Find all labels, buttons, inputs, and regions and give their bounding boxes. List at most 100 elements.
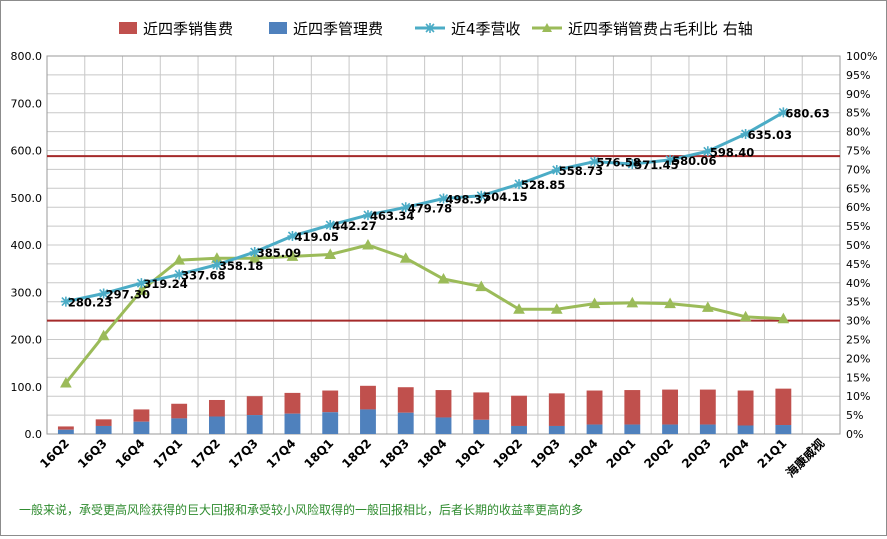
bar-sales bbox=[699, 389, 716, 425]
y2-tick-label: 55% bbox=[846, 220, 870, 233]
y2-tick-label: 85% bbox=[846, 107, 870, 120]
marker-star bbox=[627, 158, 638, 169]
y2-tick-label: 35% bbox=[846, 296, 870, 309]
data-label: 319.24 bbox=[143, 277, 187, 291]
x-tick-label: 21Q1 bbox=[755, 436, 790, 471]
bar-sales bbox=[737, 390, 754, 426]
series-line bbox=[64, 243, 784, 384]
y2-tick-label: 100% bbox=[846, 50, 877, 63]
x-tick-label: 海康威视 bbox=[783, 436, 828, 481]
data-label: 358.18 bbox=[219, 259, 263, 273]
y2-tick-label: 50% bbox=[846, 239, 870, 252]
marker-triangle bbox=[286, 250, 299, 261]
legend-swatch bbox=[119, 22, 137, 34]
y2-tick-label: 20% bbox=[846, 352, 870, 365]
y2-tick-label: 70% bbox=[846, 163, 870, 176]
marker-triangle bbox=[437, 272, 450, 284]
bar-management bbox=[662, 424, 679, 434]
y2-tick-label: 95% bbox=[846, 69, 870, 82]
y2-tick-label: 25% bbox=[846, 334, 870, 347]
bar-management bbox=[397, 412, 414, 434]
marker-triangle bbox=[135, 284, 148, 295]
bar-management bbox=[208, 416, 225, 434]
marker-star bbox=[551, 165, 562, 175]
x-tick-label: 17Q1 bbox=[150, 436, 185, 471]
y2-tick-label: 5% bbox=[846, 409, 863, 422]
reference-lines bbox=[47, 155, 840, 322]
y-tick-label: 0.0 bbox=[25, 428, 43, 441]
bar-sales bbox=[662, 389, 679, 425]
y2-tick-label: 30% bbox=[846, 315, 870, 328]
bar-sales bbox=[246, 396, 263, 416]
bar-management bbox=[284, 413, 301, 434]
marker-star bbox=[514, 179, 525, 190]
legend-label: 近四季销售费 bbox=[143, 20, 233, 38]
marker-triangle bbox=[399, 252, 412, 263]
y-tick-label: 100.0 bbox=[11, 381, 43, 394]
bar-management bbox=[95, 425, 112, 434]
marker-star bbox=[778, 107, 789, 118]
data-label: 580.06 bbox=[672, 154, 716, 168]
marker-triangle bbox=[588, 297, 601, 309]
marker-star bbox=[98, 288, 109, 299]
bar-management bbox=[246, 415, 263, 434]
data-label: 337.68 bbox=[181, 268, 225, 282]
marker-triangle bbox=[60, 376, 72, 388]
bar-sales bbox=[171, 403, 188, 419]
data-label: 297.30 bbox=[106, 288, 150, 302]
data-label: 479.78 bbox=[408, 201, 452, 215]
x-tick-label: 16Q4 bbox=[113, 436, 148, 471]
marker-triangle bbox=[248, 252, 261, 263]
bar-management bbox=[775, 425, 792, 434]
marker-star bbox=[438, 193, 449, 204]
y-tick-label: 300.0 bbox=[11, 286, 43, 299]
data-label: 571.45 bbox=[634, 158, 678, 172]
bar-sales bbox=[435, 390, 452, 418]
marker-star bbox=[325, 220, 336, 231]
marker-triangle bbox=[550, 303, 563, 314]
bar-management bbox=[133, 421, 150, 434]
marker-triangle bbox=[173, 254, 186, 265]
bar-sales bbox=[397, 387, 414, 413]
y-tick-label: 400.0 bbox=[11, 239, 43, 252]
bar-management bbox=[586, 424, 603, 434]
marker-star bbox=[249, 247, 260, 258]
marker-star bbox=[287, 230, 298, 241]
y2-tick-label: 10% bbox=[846, 390, 870, 403]
legend-marker bbox=[542, 23, 552, 32]
bar-management bbox=[322, 412, 339, 434]
data-label: 576.58 bbox=[597, 156, 641, 170]
y2-tick-label: 90% bbox=[846, 88, 870, 101]
marker-triangle bbox=[701, 301, 714, 312]
x-tick-label: 19Q1 bbox=[453, 436, 488, 471]
bar-sales bbox=[586, 390, 603, 425]
x-tick-label: 18Q1 bbox=[302, 436, 337, 471]
bar-management bbox=[548, 425, 565, 434]
bar-management bbox=[435, 417, 452, 434]
series-lines bbox=[60, 107, 790, 388]
marker-star bbox=[60, 296, 71, 307]
marker-star bbox=[740, 128, 751, 139]
marker-star bbox=[589, 156, 600, 167]
y-tick-label: 500.0 bbox=[11, 192, 43, 205]
x-tick-label: 17Q4 bbox=[264, 436, 299, 471]
bar-sales bbox=[473, 392, 490, 420]
x-tick-label: 16Q3 bbox=[75, 436, 110, 471]
marker-triangle bbox=[362, 238, 374, 250]
marker-star bbox=[174, 269, 185, 280]
data-label: 635.03 bbox=[748, 128, 792, 142]
x-tick-label: 20Q4 bbox=[717, 436, 752, 471]
bar-management bbox=[473, 419, 490, 434]
y2-tick-label: 0% bbox=[846, 428, 863, 441]
legend-swatch bbox=[269, 22, 287, 34]
bar-management bbox=[511, 425, 527, 434]
y-tick-label: 600.0 bbox=[11, 145, 43, 158]
marker-triangle bbox=[324, 248, 337, 259]
y2-tick-label: 15% bbox=[846, 371, 870, 384]
x-tick-label: 18Q2 bbox=[339, 436, 374, 471]
bar-management bbox=[699, 424, 716, 434]
y-tick-label: 200.0 bbox=[11, 334, 43, 347]
x-tick-label: 17Q2 bbox=[188, 436, 223, 471]
